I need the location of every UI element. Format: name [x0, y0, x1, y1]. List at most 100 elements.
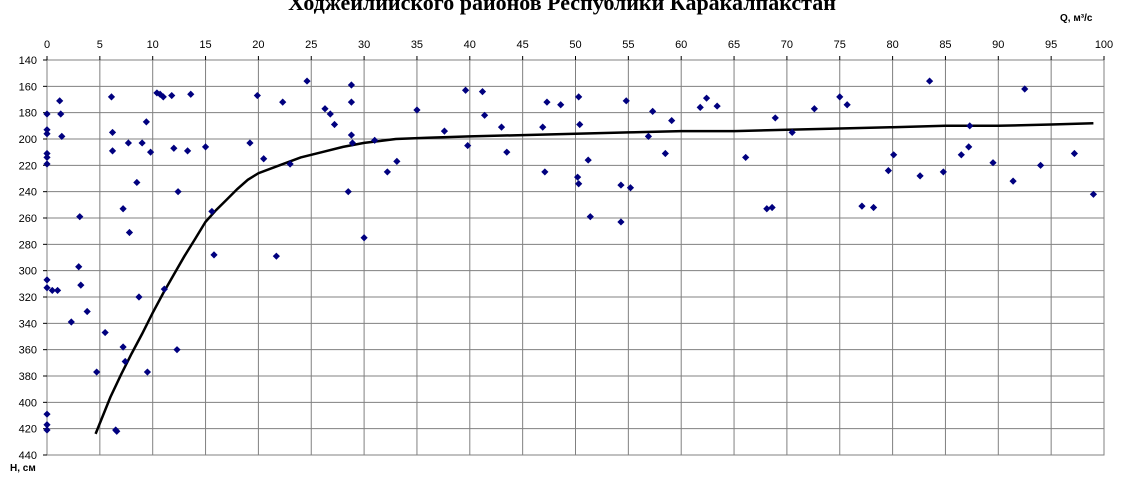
y-tick-label: 320 — [19, 292, 37, 304]
y-tick-label: 220 — [19, 160, 37, 172]
data-point — [1021, 85, 1029, 93]
trend-curve — [94, 121, 1094, 435]
x-tick-label: 45 — [517, 39, 529, 51]
data-point — [43, 110, 51, 118]
data-point — [43, 426, 51, 434]
data-point — [788, 128, 796, 137]
data-point — [201, 143, 210, 151]
data-point — [170, 144, 178, 152]
data-point — [890, 151, 898, 159]
data-point — [57, 110, 65, 118]
data-point — [869, 203, 878, 212]
x-tick-label: 30 — [358, 39, 370, 51]
data-point — [989, 159, 997, 167]
y-tick-label: 440 — [19, 450, 37, 462]
data-point — [75, 263, 83, 271]
data-point — [957, 151, 965, 159]
data-point — [347, 131, 356, 139]
data-point — [168, 91, 176, 100]
data-point — [649, 107, 657, 115]
data-point — [966, 122, 974, 130]
data-point — [586, 213, 594, 221]
data-point — [208, 207, 216, 216]
data-point — [617, 218, 625, 226]
x-tick-label: 100 — [1095, 39, 1113, 51]
y-tick-label: 340 — [19, 318, 37, 330]
data-point — [321, 105, 329, 113]
data-point — [173, 346, 181, 354]
data-point — [383, 168, 391, 176]
x-tick-label: 0 — [44, 39, 50, 51]
data-point — [478, 88, 487, 96]
data-point — [347, 81, 356, 89]
data-point — [108, 147, 117, 155]
data-point — [393, 157, 401, 165]
data-point — [43, 284, 51, 292]
data-point — [43, 130, 51, 138]
data-point — [43, 149, 51, 158]
data-point — [56, 97, 64, 105]
y-tick-label: 160 — [19, 81, 37, 93]
y-tick-label: 140 — [19, 55, 37, 67]
data-point — [93, 368, 101, 376]
data-point — [742, 153, 750, 162]
data-point — [539, 123, 547, 131]
data-point — [497, 123, 506, 131]
data-point — [43, 126, 51, 134]
data-point — [246, 139, 254, 147]
data-point — [1070, 149, 1079, 158]
data-point — [113, 427, 121, 435]
data-point — [344, 188, 352, 196]
x-tick-label: 70 — [781, 39, 793, 51]
y-tick-label: 200 — [19, 134, 37, 146]
x-tick-label: 35 — [411, 39, 423, 51]
x-tick-label: 85 — [939, 39, 951, 51]
data-point — [76, 213, 84, 221]
data-point — [810, 105, 818, 113]
data-point — [303, 77, 311, 85]
x-axis-label: Q, м³/с — [1060, 13, 1093, 24]
data-point — [272, 252, 280, 260]
data-point — [330, 120, 339, 129]
y-tick-label: 380 — [19, 371, 37, 383]
x-tick-label: 65 — [728, 39, 740, 51]
data-point — [159, 93, 167, 101]
data-point — [575, 180, 583, 188]
x-tick-label: 25 — [305, 39, 317, 51]
data-point — [101, 328, 109, 337]
x-tick-label: 55 — [622, 39, 634, 51]
data-point — [413, 106, 421, 114]
data-point — [348, 139, 357, 147]
data-point — [461, 86, 470, 94]
y-tick-label: 180 — [19, 108, 37, 120]
data-point — [174, 188, 182, 196]
data-point — [965, 143, 973, 151]
chart-grid — [46, 59, 1105, 456]
data-point — [939, 168, 947, 176]
y-tick-label: 280 — [19, 239, 37, 251]
data-point — [43, 421, 51, 429]
data-point — [916, 172, 924, 180]
data-point — [696, 103, 704, 111]
data-point — [119, 205, 127, 213]
data-point — [67, 318, 75, 326]
data-point — [138, 139, 146, 147]
data-point — [1036, 161, 1045, 169]
data-point — [1089, 190, 1098, 198]
x-tick-label: 10 — [147, 39, 159, 51]
y-tick-label: 400 — [19, 397, 37, 409]
data-point — [143, 368, 152, 376]
x-tick-label: 90 — [992, 39, 1004, 51]
x-tick-label: 5 — [97, 39, 103, 51]
data-point — [574, 173, 582, 181]
data-point — [668, 116, 676, 125]
data-point — [464, 141, 472, 150]
data-point — [53, 286, 62, 295]
data-point — [108, 128, 117, 137]
y-axis-ticks: 140 160 180 200 220 240 260 280 300 320 340 360 380 4… — [19, 55, 47, 462]
data-point — [187, 90, 195, 98]
data-point — [763, 205, 771, 213]
x-tick-label: 60 — [675, 39, 687, 51]
data-point — [768, 203, 776, 212]
